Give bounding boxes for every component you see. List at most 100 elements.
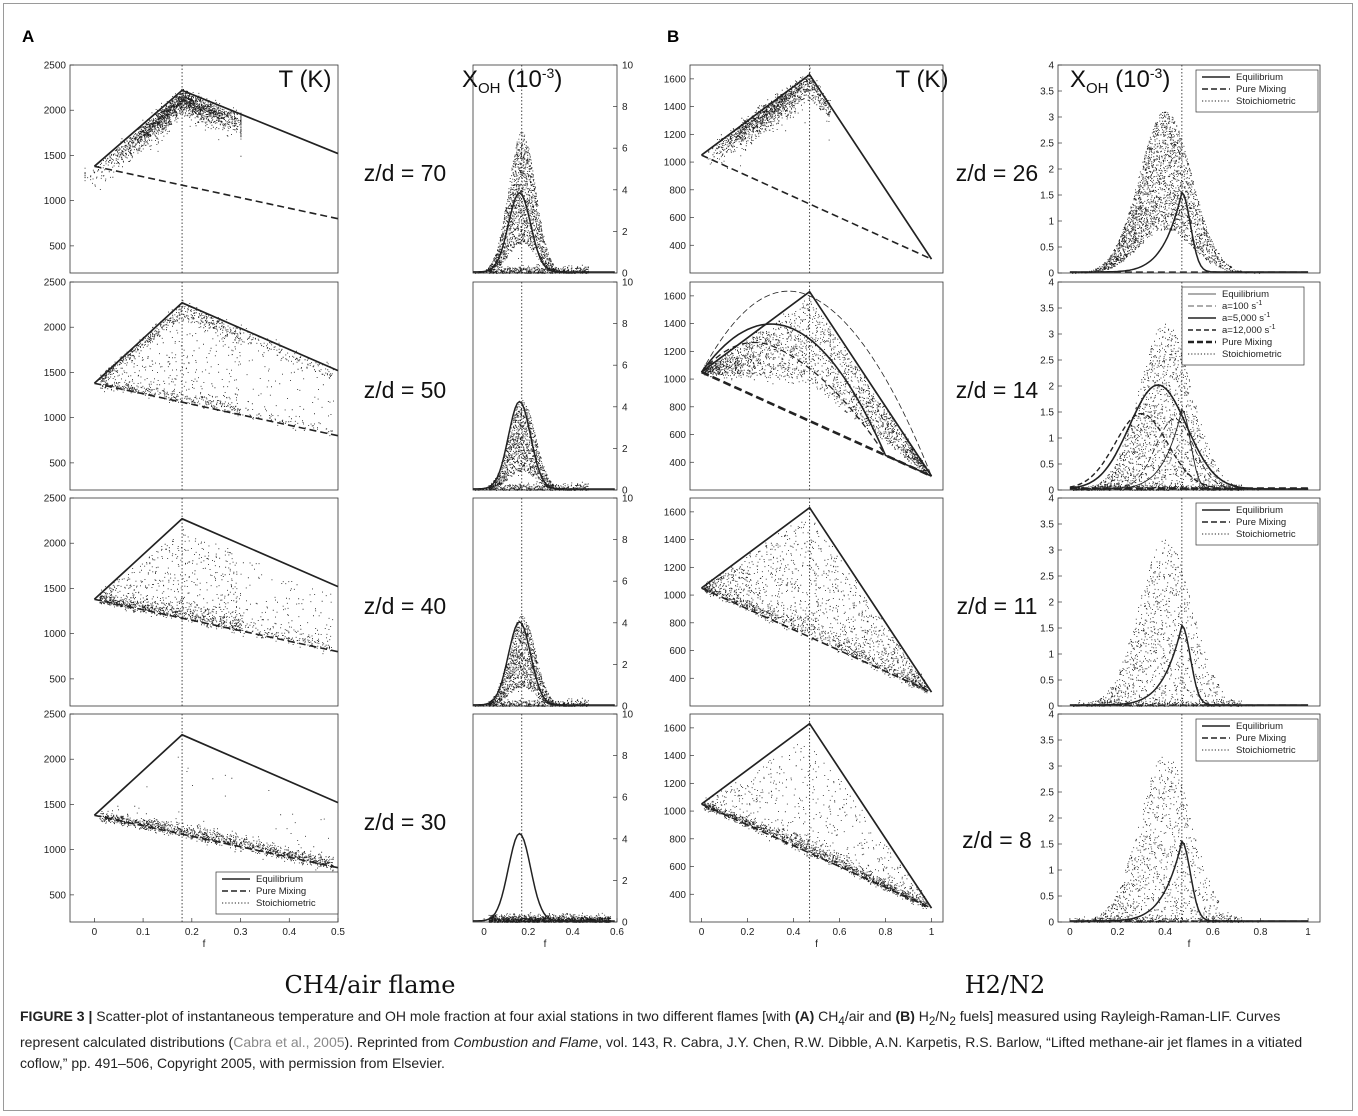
y-tick-label: 400 (669, 241, 686, 252)
y-tick-label: 1200 (664, 779, 687, 790)
x-axis-label-f: f (815, 939, 818, 950)
y-tick-label: 500 (49, 890, 66, 901)
scatter-points (703, 744, 928, 909)
zd-label-a: z/d = 70 (364, 160, 446, 186)
y-tick-label: 0.5 (1040, 460, 1054, 471)
equilibrium-oh-curve (473, 832, 615, 922)
y-tick-label: 1.5 (1040, 840, 1054, 851)
x-tick-label: 1 (1305, 927, 1311, 938)
temperature-label-b: T (K) (896, 66, 949, 93)
x-tick-label: 1 (929, 927, 935, 938)
x-tick-label: 0.4 (1158, 927, 1172, 938)
y-tick-label: 2000 (44, 106, 67, 117)
x-tick-label: 0.6 (610, 927, 624, 938)
x-axis-label-f: f (544, 939, 547, 950)
y-tick-label: 1000 (664, 807, 687, 818)
y-tick-label: 1000 (664, 375, 687, 386)
legend-exponent: -1 (1256, 300, 1262, 307)
caption-journal: Combustion and Flame (453, 1033, 599, 1050)
scatter-t-a (84, 88, 242, 190)
caption-text-4: H (914, 1008, 929, 1024)
scatter-points (1073, 539, 1255, 707)
y-tick-label: 10 (622, 494, 634, 505)
y-tick-label: 6 (622, 361, 628, 372)
axes-A-T-2: 500 1000 1500 2000 2500 z/d = 40 (44, 494, 446, 707)
legend-entry: Pure Mixing (1236, 84, 1286, 95)
y-tick-label: 4 (1048, 494, 1054, 505)
plot-frame (69, 281, 339, 491)
scatter-t-a (99, 756, 334, 872)
caption-sub-4: 4 (838, 1014, 845, 1028)
caption-citation-link[interactable]: Cabra et al., 2005 (233, 1033, 345, 1050)
caption-sub-2b: 2 (949, 1014, 956, 1028)
y-tick-label: 1500 (44, 151, 67, 162)
y-tick-label: 2 (622, 660, 628, 671)
plot-frame (472, 713, 618, 923)
strain-a5000-oh (1069, 384, 1309, 490)
x-tick-label: 0.6 (833, 927, 847, 938)
equilibrium-curve (93, 733, 339, 816)
pure-mixing-curve (701, 154, 932, 260)
y-tick-label: 4 (622, 834, 628, 845)
caption-text-7: ). Reprinted from (344, 1033, 454, 1050)
y-tick-label: 800 (669, 185, 686, 196)
x-tick-label: 0.2 (741, 927, 755, 938)
equilibrium-oh-curve (1069, 623, 1309, 706)
legend-entry: Pure Mixing (1222, 337, 1272, 348)
zd-label-b: z/d = 8 (962, 827, 1032, 853)
x-tick-label: 0 (92, 927, 98, 938)
y-tick-label: 2000 (44, 323, 67, 334)
y-tick-label: 500 (49, 458, 66, 469)
plot-frame (69, 64, 339, 274)
zd-label-a: z/d = 50 (364, 377, 446, 403)
axes-A-OH-2: 0 2 4 6 8 10 (472, 494, 634, 713)
y-tick-label: 1500 (44, 368, 67, 379)
y-tick-label: 10 (622, 278, 634, 289)
legend-entry: a=12,000 s-1 (1222, 324, 1276, 336)
y-tick-label: 6 (622, 793, 628, 804)
y-tick-label: 2000 (44, 755, 67, 766)
oh-unit: (10 (501, 66, 542, 93)
scatter-t-b (704, 521, 928, 694)
legend-entry: a=100 s-1 (1222, 300, 1262, 312)
legend-entry: Stoichiometric (1236, 745, 1296, 756)
pure-mixing-curve (94, 814, 339, 869)
scatter-points (99, 529, 334, 655)
y-tick-label: 2 (1048, 165, 1054, 176)
x-tick-label: 0 (1067, 927, 1073, 938)
y-tick-label: 2.5 (1040, 356, 1054, 367)
oh-x: X (462, 66, 478, 93)
x-tick-label: 0.4 (787, 927, 801, 938)
y-tick-label: 3 (1048, 762, 1054, 773)
plot-frame (689, 64, 944, 274)
figure-frame (3, 3, 1353, 1111)
x-tick-label: 0.2 (185, 927, 199, 938)
x-tick-label: 0.8 (879, 927, 893, 938)
legend-entry: Equilibrium (1236, 72, 1283, 83)
y-tick-label: 2 (622, 876, 628, 887)
x-axis-label-f: f (203, 939, 206, 950)
legend-exponent: -1 (1264, 312, 1270, 319)
zd-label-b: z/d = 11 (957, 593, 1038, 619)
y-tick-label: 1600 (664, 507, 687, 518)
scatter-t-b (703, 298, 928, 475)
legend-entry: Pure Mixing (1236, 733, 1286, 744)
x-tick-label: 0.1 (136, 927, 150, 938)
x-tick-label: 0.3 (234, 927, 248, 938)
oh-close: ) (1162, 66, 1170, 93)
oh-sub: OH (478, 80, 501, 97)
y-tick-label: 0 (622, 918, 628, 929)
y-tick-label: 10 (622, 710, 634, 721)
y-tick-label: 2 (1048, 814, 1054, 825)
x-tick-label: 0.8 (1254, 927, 1268, 938)
y-tick-label: 1 (1048, 217, 1054, 228)
panel-b-letter: B (667, 27, 679, 46)
pure-mixing-curve (94, 382, 339, 437)
scatter-points (707, 67, 832, 169)
y-tick-label: 1200 (664, 130, 687, 141)
caption-figure-number: FIGURE 3 | (20, 1008, 93, 1024)
